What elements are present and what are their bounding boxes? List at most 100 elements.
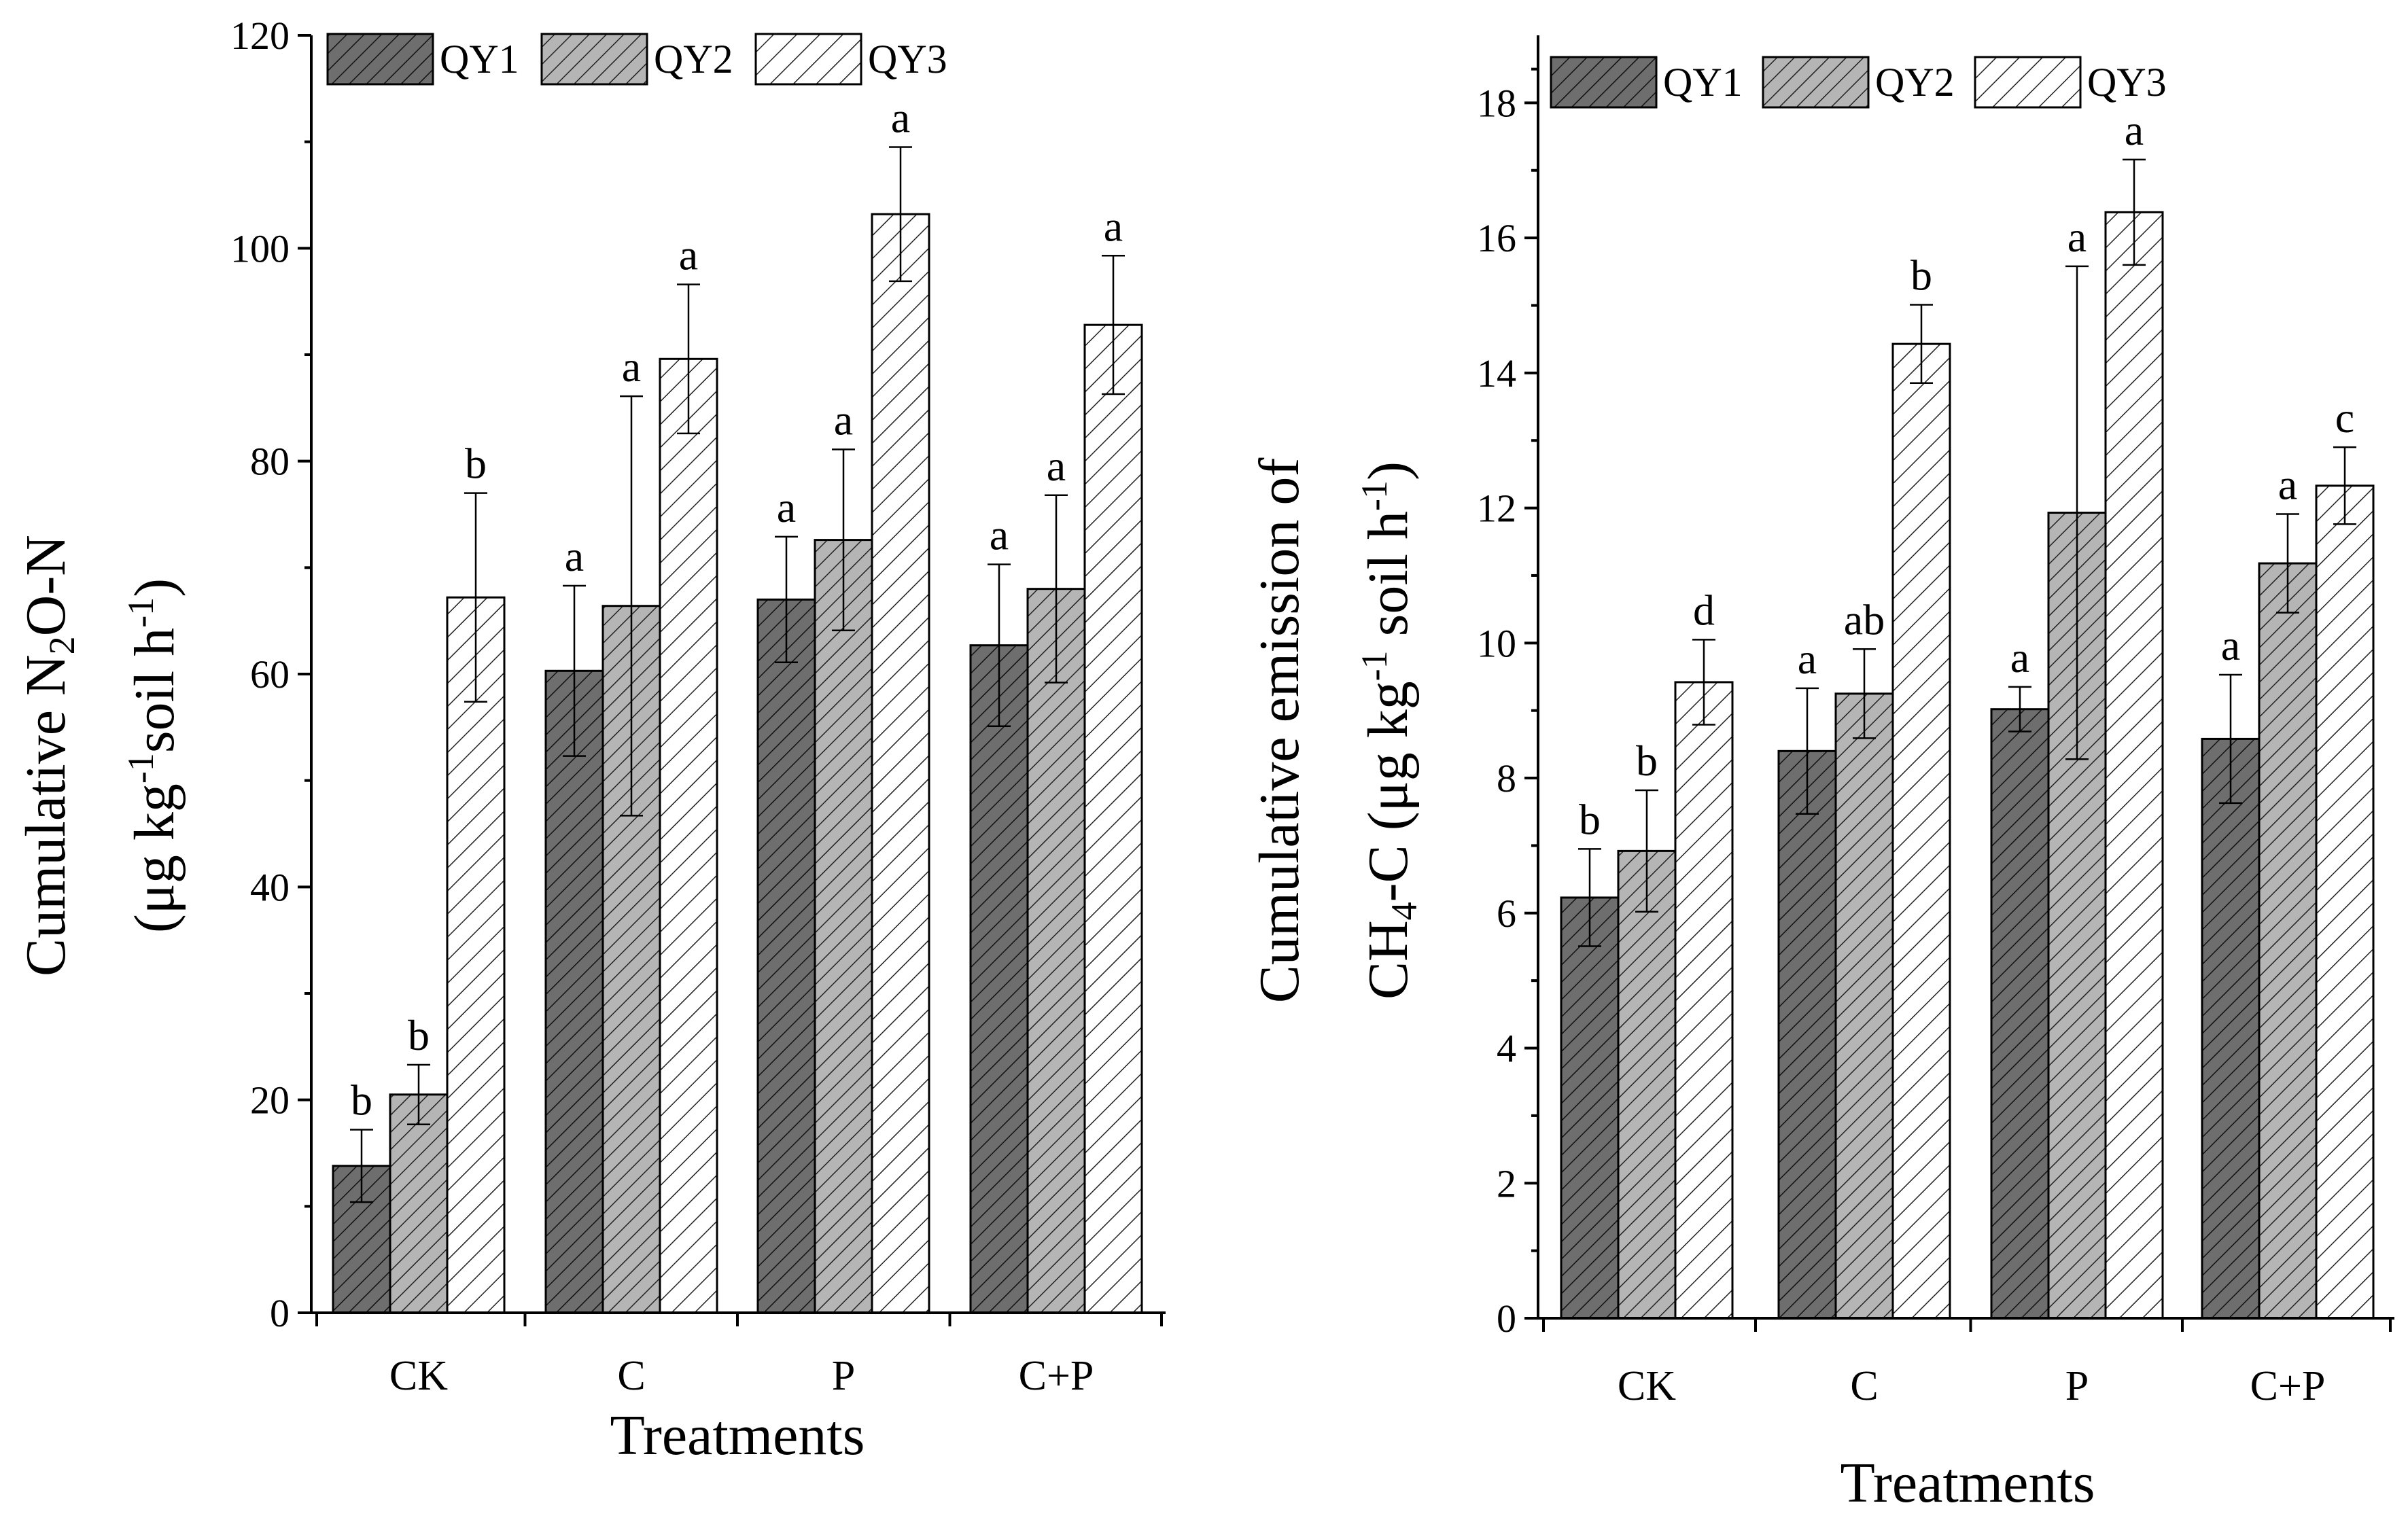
n2o-y-tick-label: 0 (270, 1291, 290, 1335)
ch4-x-axis-title: Treatments (1840, 1451, 2095, 1515)
ch4-legend-label: QY3 (2087, 60, 2167, 105)
n2o-y-tick-label: 120 (230, 14, 290, 58)
ch4-category-label: P (2065, 1363, 2089, 1409)
n2o-error-bar-qy1-cpp (988, 563, 1011, 728)
n2o-legend-item-qy1: QY1 (326, 33, 519, 86)
ch4-error-bar-qy1-c (1796, 687, 1819, 815)
ch4-y-tick-label: 18 (1477, 81, 1516, 125)
ch4-category-label: C (1850, 1363, 1878, 1409)
ch4-error-bar-qy3-c (1910, 304, 1933, 384)
ch4-significance-letter: b (1910, 251, 1932, 299)
n2o-significance-letter: b (465, 440, 487, 488)
n2o-category-label: C+P (1019, 1353, 1094, 1399)
ch4-bar-qy3-c (1891, 342, 1951, 1320)
ch4-legend-label: QY1 (1663, 60, 1743, 105)
n2o-axes: CK C P C+P 0 20 40 60 80 100 120 (230, 14, 1166, 1399)
ch4-y-unit-a: CH (1357, 920, 1420, 1000)
ch4-error-bar-qy2-ck (1635, 789, 1658, 913)
n2o-bar-qy2-cpp (1026, 588, 1086, 1314)
n2o-error-bar-qy1-p (775, 535, 798, 664)
ch4-error-bar-qy1-p (2008, 686, 2031, 732)
ch4-legend-item-qy1: QY1 (1550, 56, 1743, 109)
n2o-error-bar-qy2-ck (407, 1063, 430, 1125)
n2o-bar-qy2-ck (389, 1093, 449, 1314)
ch4-legend-item-qy2: QY2 (1762, 56, 1955, 109)
n2o-category-label: C (617, 1353, 645, 1399)
ch4-y-unit-sup2: -1 (1354, 480, 1395, 511)
ch4-error-bar-qy3-cpp (2333, 446, 2356, 525)
n2o-y-tick-label: 20 (250, 1078, 290, 1123)
ch4-significance-letter: a (1798, 635, 1817, 683)
n2o-error-bar-qy3-p (889, 146, 912, 283)
n2o-legend-label: QY3 (868, 37, 947, 82)
ch4-legend-label: QY2 (1875, 60, 1955, 105)
n2o-significance-letter: a (1104, 202, 1123, 250)
n2o-significance-letter: a (679, 231, 698, 279)
n2o-bar-qy1-c (544, 669, 604, 1314)
n2o-y-tick-label: 80 (250, 440, 290, 484)
n2o-error-bar-qy3-c (677, 283, 700, 435)
n2o-error-bar-qy2-p (832, 448, 855, 632)
ch4-category-label: C+P (2250, 1363, 2326, 1409)
n2o-significance-letter: b (351, 1076, 372, 1125)
ch4-y-unit-d: ) (1357, 461, 1420, 480)
n2o-bar-qy1-cpp (969, 644, 1029, 1314)
ch4-significance-letter: a (2125, 106, 2144, 154)
n2o-y-unit-c: ) (123, 578, 186, 597)
ch4-error-bar-qy3-ck (1692, 639, 1715, 726)
n2o-significance-letter: a (1047, 442, 1066, 490)
ch4-bar-qy1-ck (1560, 896, 1620, 1320)
n2o-y-tick-label: 40 (250, 865, 290, 909)
n2o-category-label: CK (389, 1353, 448, 1399)
ch4-y-tick-label: 2 (1497, 1161, 1516, 1205)
n2o-y-title-tail: O-N (14, 535, 77, 636)
ch4-legend: QY1 QY2 QY3 (1550, 56, 2167, 109)
n2o-significance-letter: a (622, 342, 641, 391)
n2o-bar-qy2-p (814, 539, 873, 1314)
ch4-y-tick-label: 6 (1497, 892, 1516, 936)
ch4-bar-qy1-c (1777, 749, 1837, 1320)
n2o-bar-qy3-p (871, 213, 930, 1314)
ch4-significance-letter: b (1636, 737, 1658, 785)
n2o-significance-letter: a (891, 94, 910, 142)
ch4-bar-qy3-p (2104, 211, 2164, 1320)
ch4-legend-swatch (1550, 56, 1658, 109)
n2o-bar-qy3-c (659, 357, 718, 1314)
n2o-error-bar-qy2-cpp (1045, 494, 1068, 684)
ch4-y-unit-sup1: -1 (1354, 650, 1395, 681)
n2o-legend-label: QY2 (654, 37, 733, 82)
n2o-bar-qy3-ck (446, 596, 506, 1314)
n2o-legend-swatch (540, 33, 648, 86)
n2o-bar-qy3-cpp (1083, 323, 1143, 1314)
n2o-error-bar-qy1-c (563, 584, 586, 757)
ch4-error-bar-qy1-ck (1578, 848, 1601, 947)
n2o-significance-letter: b (408, 1011, 430, 1059)
n2o-category-label: P (832, 1353, 855, 1399)
n2o-error-bar-qy2-c (620, 395, 643, 817)
ch4-bar-qy1-cpp (2201, 737, 2261, 1320)
n2o-legend-item-qy2: QY2 (540, 33, 733, 86)
n2o-x-axis-title: Treatments (610, 1404, 865, 1467)
n2o-legend-swatch (326, 33, 434, 86)
ch4-y-tick-label: 8 (1497, 756, 1516, 800)
ch4-bar-qy2-ck (1617, 849, 1677, 1320)
n2o-significance-letter: a (990, 511, 1009, 559)
n2o-significance-letter: a (777, 483, 796, 531)
ch4-significance-letter: a (2010, 633, 2029, 682)
ch4-bar-qy2-cpp (2258, 562, 2318, 1320)
ch4-y-tick-label: 16 (1477, 216, 1516, 260)
ch4-significance-letter: ab (1844, 595, 1885, 643)
n2o-error-bar-qy1-ck (350, 1129, 373, 1203)
n2o-legend-label: QY1 (440, 37, 519, 82)
n2o-y-axis-title: Cumulative N2O-N (14, 535, 82, 976)
n2o-y-unit-sup1: -1 (120, 753, 161, 783)
n2o-legend-swatch (754, 33, 862, 86)
n2o-error-bar-qy3-cpp (1102, 255, 1125, 395)
n2o-legend: QY1 QY2 QY3 (326, 33, 947, 86)
n2o-error-bar-qy3-ck (464, 492, 487, 703)
ch4-significance-letter: b (1579, 795, 1601, 843)
n2o-legend-item-qy3: QY3 (754, 33, 947, 86)
